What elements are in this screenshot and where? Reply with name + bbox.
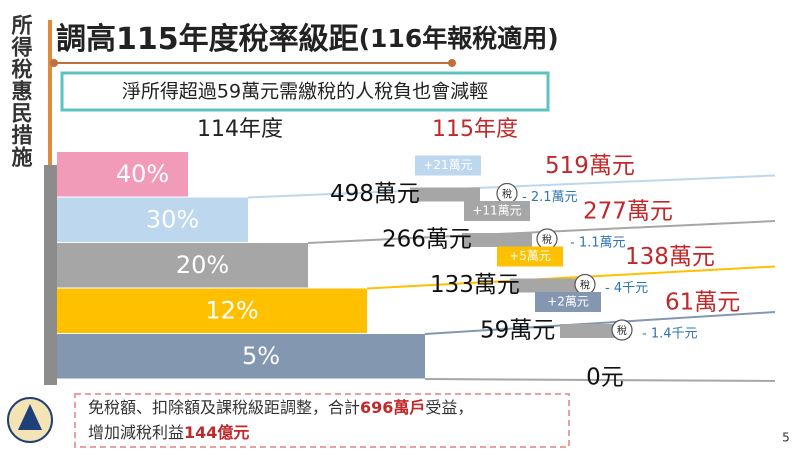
banner-box — [60, 71, 550, 112]
title-main: 調高115年度稅率級距 — [56, 22, 359, 57]
saving: - 4千元 — [605, 281, 648, 296]
rate-bar — [57, 288, 367, 333]
title: 調高115年度稅率級距(116年報稅適用) — [56, 22, 559, 57]
base-threshold: 0元 — [586, 365, 624, 391]
note-line: 免稅額、扣除額及課稅級距調整，合計696萬戶受益， — [88, 398, 473, 417]
increase-label: +21萬元 — [423, 158, 472, 172]
increase-label: +2萬元 — [547, 295, 589, 309]
old-threshold: 498萬元 — [330, 181, 420, 207]
note-highlight: 144億元 — [184, 423, 249, 442]
old-slab — [462, 233, 532, 247]
old-slab — [510, 278, 580, 293]
column-head: 115年度 — [432, 117, 518, 142]
rate-label: 40% — [116, 160, 169, 188]
tax-bag-text: 稅 — [502, 189, 512, 201]
shadow — [44, 165, 57, 385]
increase-badge — [535, 292, 601, 312]
note-text: 增加減稅利益 — [88, 423, 184, 442]
threshold-line — [366, 265, 776, 290]
page-number: 5 — [782, 431, 790, 445]
rate-label: 12% — [205, 296, 258, 324]
dot — [50, 59, 58, 67]
note-text: 受益， — [425, 398, 473, 417]
new-threshold: 138萬元 — [625, 244, 715, 270]
note-text: 免稅額、扣除額及課稅級距調整，合計 — [88, 398, 360, 417]
note-line: 增加減稅利益144億元 — [88, 423, 249, 442]
old-threshold: 59萬元 — [480, 318, 555, 344]
old-slab — [410, 187, 480, 202]
note-highlight: 696萬戶 — [360, 398, 425, 417]
note-box — [74, 393, 570, 448]
column-head: 114年度 — [197, 117, 283, 142]
rate-label: 30% — [146, 205, 199, 233]
title-note: (116年報稅適用) — [359, 24, 559, 53]
sidebar-title: 所得稅惠民措施 — [9, 14, 33, 168]
new-threshold: 519萬元 — [545, 153, 635, 179]
increase-label: +11萬元 — [472, 204, 521, 218]
rate-bar — [57, 243, 308, 288]
tax-bag-text: 稅 — [617, 325, 627, 337]
increase-badge — [497, 246, 563, 267]
base-line — [424, 378, 776, 382]
rate-bar — [57, 197, 248, 242]
threshold-line — [424, 311, 776, 335]
tax-bag — [611, 319, 633, 341]
banner: 淨所得超過59萬元需繳稅的人稅負也會減輕 — [122, 81, 488, 103]
logo-mark — [18, 404, 42, 430]
rate-bar — [57, 152, 188, 197]
increase-badge — [415, 155, 481, 176]
saving: - 2.1萬元 — [522, 190, 578, 205]
rate-bar — [57, 334, 425, 379]
old-threshold: 133萬元 — [430, 272, 520, 298]
saving: - 1.4千元 — [642, 327, 698, 342]
rate-label: 20% — [176, 251, 229, 279]
dot — [448, 59, 456, 67]
new-threshold: 277萬元 — [583, 199, 673, 225]
tax-bag-text: 稅 — [542, 234, 552, 246]
increase-badge — [464, 201, 530, 221]
new-threshold: 61萬元 — [665, 290, 740, 316]
rate-label: 5% — [242, 342, 280, 370]
old-threshold: 266萬元 — [382, 227, 472, 253]
saving: - 1.1萬元 — [570, 236, 626, 251]
tax-bag-text: 稅 — [580, 280, 590, 292]
increase-label: +5萬元 — [509, 249, 551, 263]
